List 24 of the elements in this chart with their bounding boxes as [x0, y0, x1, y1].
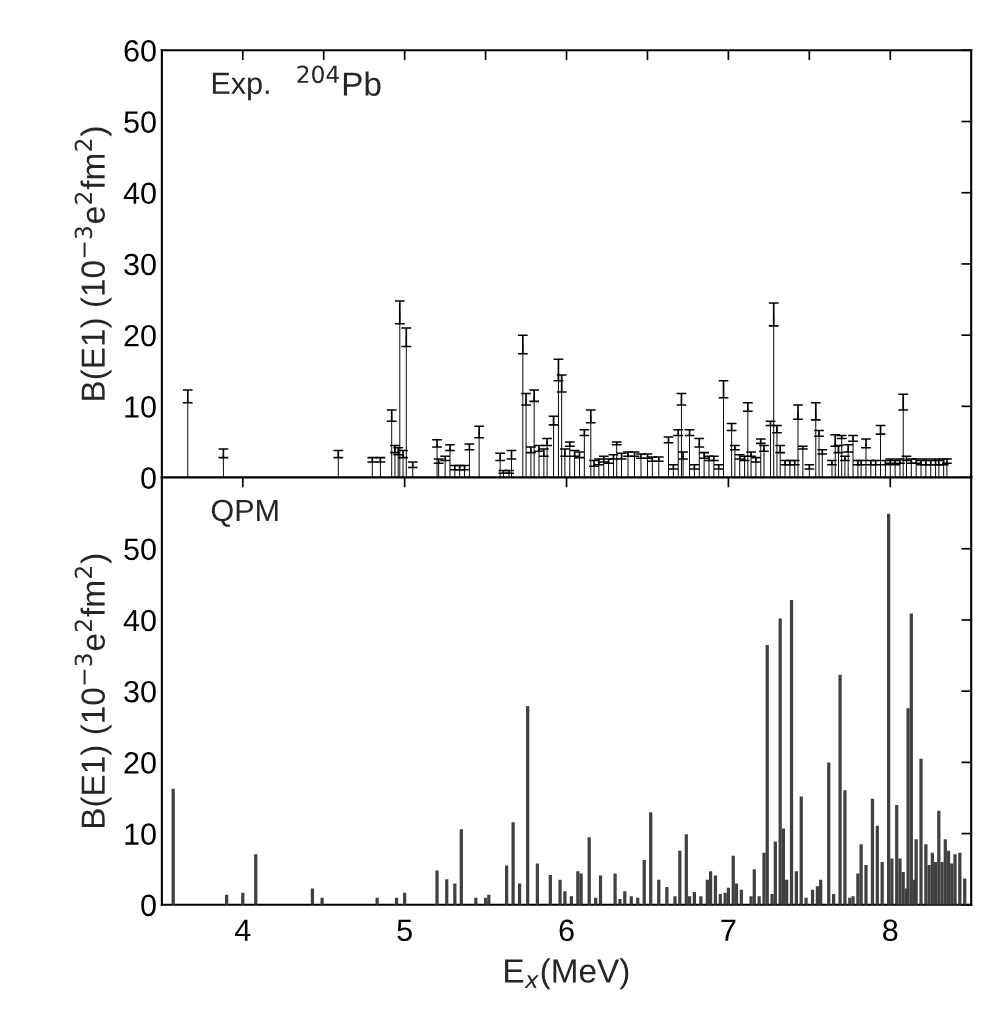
- y-tick-label: 50: [124, 538, 156, 561]
- y-axis-title: B(E1) (10$^{−3}$e$^{2}$fm$^{2}$): [74, 127, 112, 400]
- x-tick-label: 6: [559, 919, 574, 942]
- annotation: Exp.: [212, 72, 269, 101]
- y-tick-label: 20: [124, 752, 156, 774]
- annotation: $^{204}$Pb: [297, 65, 381, 96]
- y-tick-label: 30: [124, 253, 156, 276]
- y-tick-label: 10: [125, 396, 156, 418]
- y-tick-label: 20: [124, 324, 156, 347]
- x-axis-title: E$_{x}$(MeV): [505, 958, 629, 990]
- x-tick-label: 7: [721, 919, 736, 941]
- y-tick-label: 40: [123, 609, 156, 632]
- y-tick-label: 50: [124, 111, 156, 133]
- y-tick-label: 10: [125, 823, 156, 845]
- x-tick-label: 8: [883, 919, 898, 942]
- annotation: QPM: [211, 499, 278, 527]
- y-tick-label: 30: [124, 680, 156, 703]
- y-axis-title: B(E1) (10$^{−3}$e$^{2}$fm$^{2}$): [74, 554, 112, 828]
- y-tick-label: 0: [141, 467, 156, 489]
- y-tick-label: 60: [124, 40, 156, 62]
- y-tick-label: 40: [123, 182, 156, 205]
- x-tick-label: 4: [235, 919, 251, 941]
- y-tick-label: 0: [141, 894, 156, 917]
- x-tick-label: 5: [397, 919, 412, 942]
